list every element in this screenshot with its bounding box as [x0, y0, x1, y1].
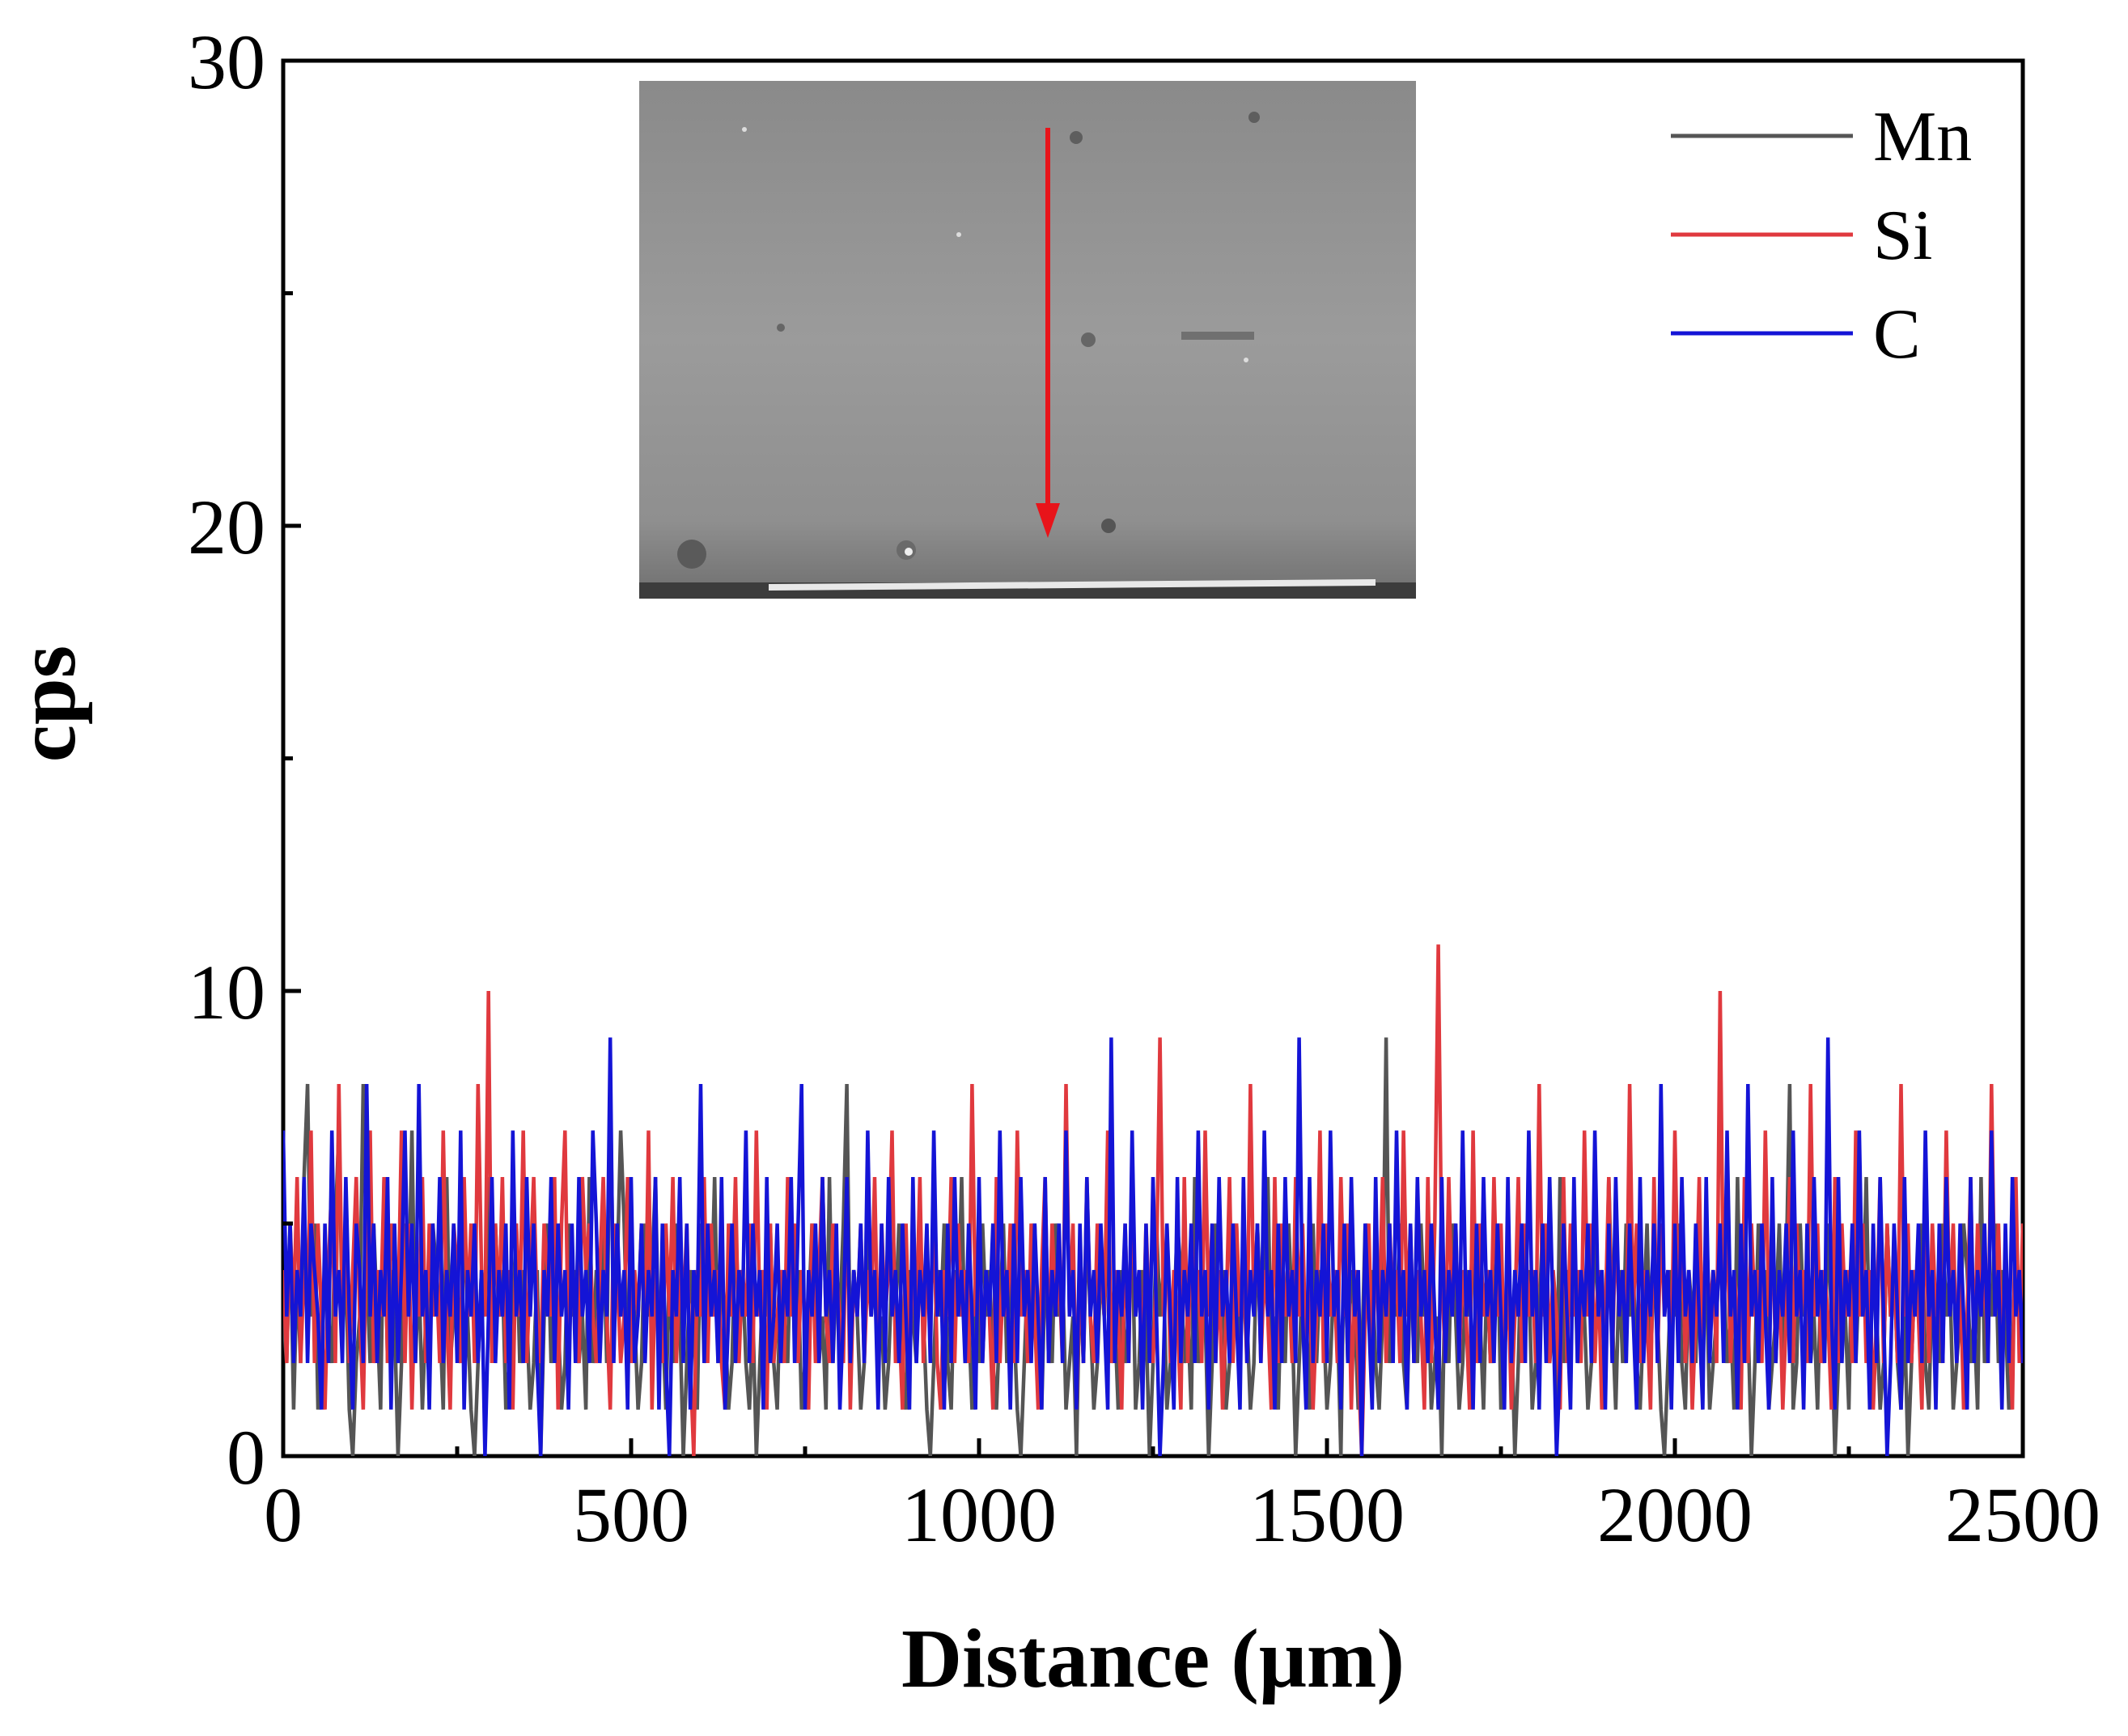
sem-feature	[1181, 332, 1254, 340]
series-line-c	[283, 1037, 2023, 1456]
sem-pore	[1081, 332, 1096, 347]
series-line-si	[283, 944, 2023, 1456]
x-tick-label: 0	[264, 1471, 303, 1558]
sem-pore	[1248, 112, 1260, 123]
y-tick-label: 20	[188, 484, 265, 570]
sem-speck	[1244, 358, 1248, 362]
tick-layer: 0 500 1000 1500 2000 2500 0 10 20 30	[188, 19, 2100, 1558]
sem-pore	[677, 540, 706, 569]
y-axis-title: cps	[0, 646, 93, 762]
x-tick-label: 1000	[901, 1471, 1057, 1558]
legend-label-c: C	[1873, 295, 1921, 374]
series-layer	[283, 944, 2023, 1456]
sem-image-bright-edge	[769, 579, 1376, 591]
sem-speck	[742, 127, 747, 132]
y-tick-label: 30	[188, 19, 265, 105]
x-tick-label: 1500	[1249, 1471, 1405, 1558]
y-tick-label: 10	[188, 949, 265, 1035]
scan-arrow-head	[1036, 503, 1060, 538]
sem-speck	[956, 232, 961, 237]
x-tick-label: 500	[573, 1471, 689, 1558]
sem-pore	[1070, 131, 1083, 144]
legend-label-mn: Mn	[1873, 98, 1972, 176]
legend-label-si: Si	[1873, 197, 1932, 275]
sem-micrograph-inset	[639, 81, 1416, 599]
x-axis-title: Distance (μm)	[901, 1612, 1405, 1705]
legend: Mn Si C	[1671, 98, 1972, 374]
sem-pore	[777, 324, 785, 332]
sem-image-background	[639, 81, 1416, 599]
x-tick-label: 2000	[1597, 1471, 1753, 1558]
sem-speck	[905, 548, 913, 556]
sem-pore	[1101, 519, 1116, 533]
y-tick-label: 0	[227, 1414, 265, 1501]
x-tick-label: 2500	[1945, 1471, 2100, 1558]
